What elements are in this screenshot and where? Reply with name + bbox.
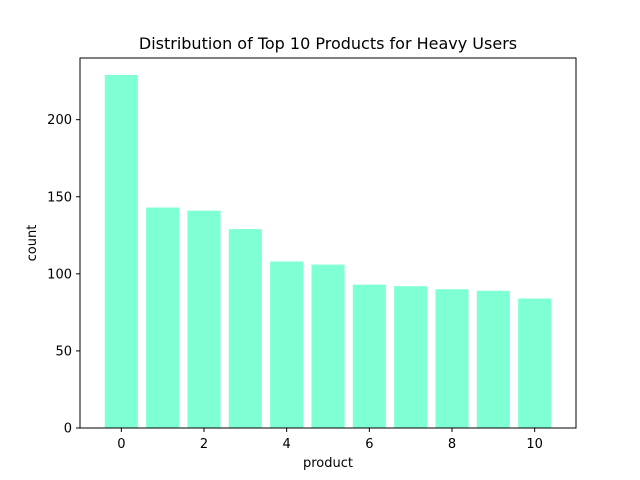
x-tick-label: 6 — [365, 437, 373, 452]
x-axis-ticks: 0 2 4 6 8 10 — [117, 428, 543, 452]
bar-product-8 — [435, 289, 469, 428]
bar-product-7 — [394, 286, 428, 428]
y-tick-label: 50 — [55, 344, 72, 359]
x-tick-label: 4 — [283, 437, 291, 452]
bar-product-10 — [518, 298, 552, 428]
bars-group — [104, 74, 552, 428]
y-axis-label: count — [25, 225, 40, 262]
plot-area-frame — [79, 57, 577, 429]
y-tick-label: 150 — [47, 190, 72, 205]
bar-product-5 — [311, 264, 345, 428]
chart-title: Distribution of Top 10 Products for Heav… — [139, 34, 517, 53]
bar-product-0 — [104, 74, 138, 428]
x-tick-label: 10 — [526, 437, 543, 452]
x-tick-label: 2 — [200, 437, 208, 452]
y-axis-ticks: 0 50 100 150 200 — [47, 113, 80, 437]
y-tick-label: 0 — [64, 422, 72, 437]
bar-product-3 — [228, 229, 262, 428]
y-tick-label: 100 — [47, 267, 72, 282]
y-tick-label: 200 — [47, 113, 72, 128]
bar-product-2 — [187, 210, 221, 428]
bar-product-4 — [270, 261, 304, 428]
bar-product-9 — [476, 290, 510, 428]
bar-product-6 — [352, 284, 386, 428]
x-tick-label: 0 — [117, 437, 125, 452]
x-tick-label: 8 — [448, 437, 456, 452]
x-axis-label: product — [303, 456, 353, 471]
bar-product-1 — [146, 207, 180, 428]
